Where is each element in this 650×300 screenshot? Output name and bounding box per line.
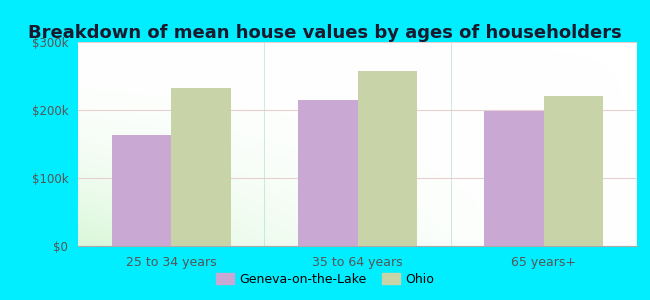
Text: Breakdown of mean house values by ages of householders: Breakdown of mean house values by ages o…	[28, 24, 622, 42]
Legend: Geneva-on-the-Lake, Ohio: Geneva-on-the-Lake, Ohio	[211, 268, 439, 291]
Bar	[358, 70, 417, 246]
Bar	[171, 88, 231, 246]
Bar	[298, 100, 358, 246]
Bar	[544, 96, 603, 246]
Bar	[112, 135, 171, 246]
Bar	[484, 111, 544, 246]
